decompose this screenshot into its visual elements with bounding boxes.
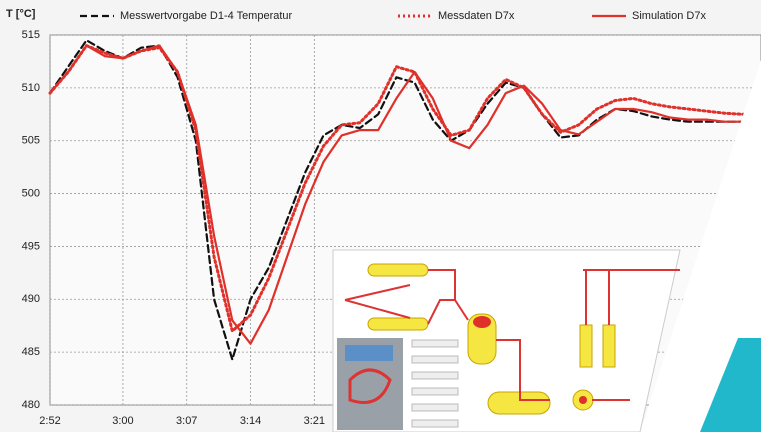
x-tick-label: 3:07 bbox=[176, 415, 197, 427]
y-tick-label: 495 bbox=[22, 240, 40, 252]
vessel bbox=[368, 264, 428, 276]
inset-box bbox=[412, 404, 458, 411]
inset-box bbox=[412, 388, 458, 395]
y-tick-label: 485 bbox=[22, 346, 40, 358]
y-tick-label: 490 bbox=[22, 293, 40, 305]
y-tick-label: 515 bbox=[22, 29, 40, 41]
inset-diagram bbox=[333, 250, 680, 432]
legend-label: Messwertvorgabe D1-4 Temperatur bbox=[120, 10, 293, 22]
column bbox=[580, 325, 592, 367]
x-tick-label: 3:21 bbox=[304, 415, 325, 427]
exchanger-core bbox=[579, 396, 587, 404]
column bbox=[603, 325, 615, 367]
inset-box bbox=[412, 420, 458, 427]
inset-box bbox=[412, 372, 458, 379]
y-axis-label: T [°C] bbox=[6, 8, 36, 20]
vessel bbox=[368, 318, 428, 330]
legend-label: Messdaten D7x bbox=[438, 10, 515, 22]
y-tick-label: 510 bbox=[22, 82, 40, 94]
x-tick-label: 2:52 bbox=[39, 415, 60, 427]
y-tick-label: 500 bbox=[22, 187, 40, 199]
inset-box bbox=[412, 340, 458, 347]
legend-label: Simulation D7x bbox=[632, 10, 706, 22]
x-tick-label: 3:00 bbox=[112, 415, 133, 427]
y-tick-label: 505 bbox=[22, 135, 40, 147]
x-tick-label: 3:14 bbox=[240, 415, 261, 427]
chart: 480 485 490 495 500 505 510 515 2:52 3:00 3:07 3:14… bbox=[0, 0, 761, 432]
vessel-top bbox=[473, 316, 491, 328]
inset-photo-label bbox=[345, 345, 393, 361]
y-tick-label: 480 bbox=[22, 399, 40, 411]
inset-box bbox=[412, 356, 458, 363]
